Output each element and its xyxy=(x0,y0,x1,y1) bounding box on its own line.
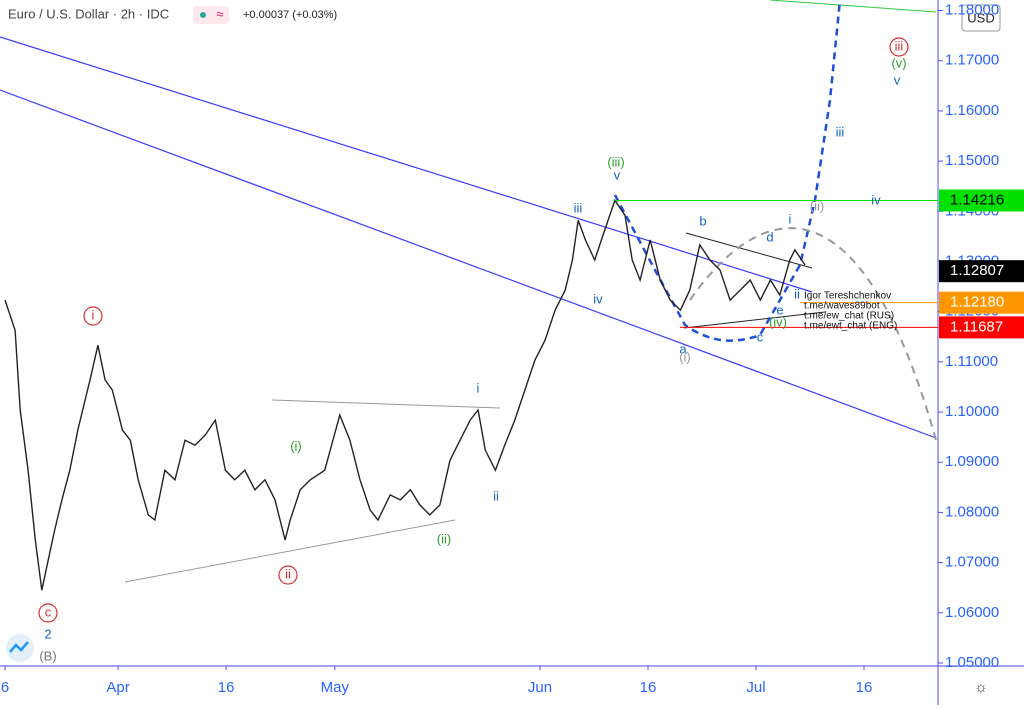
currency: USD xyxy=(967,10,994,25)
y-tick-label: 1.18000 xyxy=(945,2,999,19)
x-tick-label: May xyxy=(321,679,350,696)
y-tick-label: 1.10000 xyxy=(945,403,999,420)
wave-label: ii xyxy=(794,286,800,301)
settings-icon[interactable]: ☼ xyxy=(974,679,988,696)
x-tick-label: 16 xyxy=(218,679,235,696)
y-tick-label: 1.16000 xyxy=(945,102,999,119)
chart-title: Euro / U.S. Dollar · 2h · IDC xyxy=(8,6,169,21)
wave-label: iii xyxy=(574,200,583,215)
y-tick-label: 1.07000 xyxy=(945,554,999,571)
y-tick-label: 1.17000 xyxy=(945,52,999,69)
status-icon: ≈ xyxy=(216,6,223,21)
price-label: 1.12807 xyxy=(950,262,1004,279)
wave-label: ii xyxy=(285,566,291,581)
price-label: 1.12180 xyxy=(950,294,1004,311)
author-note: Igor Tereshchenkov xyxy=(804,291,891,302)
wave-label: (iii) xyxy=(607,154,624,169)
projection xyxy=(613,0,842,342)
wave-label: iv xyxy=(871,192,881,207)
y-tick-label: 1.15000 xyxy=(945,152,999,169)
projection xyxy=(689,227,937,441)
triangle-line xyxy=(685,232,813,269)
wave-label: (ii) xyxy=(437,531,451,546)
x-tick-label: 16 xyxy=(856,679,873,696)
channel-line xyxy=(0,89,937,439)
x-tick-label: 6 xyxy=(1,679,9,696)
wave-circle xyxy=(889,37,909,57)
author-note: t.me/waves89bot xyxy=(804,301,880,312)
wave-label: b xyxy=(699,213,706,228)
wave-label: d xyxy=(766,229,773,244)
y-tick-label: 1.08000 xyxy=(945,503,999,520)
wave-label: (i) xyxy=(679,349,691,364)
price-label-bg xyxy=(939,260,1024,283)
wave-label: v xyxy=(894,72,901,87)
author-note: t.me/ewt_chat (ENG) xyxy=(804,321,897,332)
plot-area xyxy=(0,0,937,591)
wave-label: iii xyxy=(836,124,845,139)
price-label-bg xyxy=(939,316,1024,339)
price-label: 1.14216 xyxy=(950,191,1004,208)
y-tick-label: 1.06000 xyxy=(945,604,999,621)
wave-label: iv xyxy=(593,291,603,306)
wave-label: (v) xyxy=(891,55,906,70)
wave-label: e xyxy=(776,302,783,317)
wave-circle xyxy=(38,603,58,623)
triangle-line xyxy=(124,519,456,583)
wave-label: iii xyxy=(895,38,904,53)
price-change: +0.00037 (+0.03%) xyxy=(243,9,337,21)
wave-label: c xyxy=(45,604,52,619)
price-label: 1.11687 xyxy=(950,318,1003,335)
wave-label: (B) xyxy=(39,648,56,663)
x-tick-label: Jul xyxy=(746,679,765,696)
y-tick-label: 1.11000 xyxy=(945,353,998,370)
wave-label: i xyxy=(92,307,95,322)
channel-line xyxy=(0,36,813,293)
price-label-bg xyxy=(939,291,1024,314)
wave-label: a xyxy=(679,341,687,356)
x-tick-label: Jun xyxy=(528,679,552,696)
author-note: t.me/ew_chat (RUS) xyxy=(804,311,894,322)
logo-mark xyxy=(9,641,29,653)
triangle-line xyxy=(683,311,826,329)
wave-label: (i) xyxy=(290,438,302,453)
x-tick-label: 16 xyxy=(640,679,657,696)
wave-label: (ii) xyxy=(810,198,824,213)
wave-label: i xyxy=(477,380,480,395)
wave-label: c xyxy=(757,329,764,344)
price-label-bg xyxy=(939,189,1024,212)
status-dot xyxy=(200,12,206,18)
x-tick-label: Apr xyxy=(106,679,129,696)
price-line xyxy=(4,198,806,591)
currency-button[interactable] xyxy=(961,4,1001,32)
wave-circle xyxy=(278,565,298,585)
wave-label: 2 xyxy=(44,626,51,641)
wave-label: ii xyxy=(493,488,499,503)
wave-label: i xyxy=(789,211,792,226)
y-tick-label: 1.09000 xyxy=(945,453,999,470)
wave-circle xyxy=(83,306,103,326)
triangle-line xyxy=(271,399,501,409)
wave-label: (iv) xyxy=(769,314,787,329)
y-tick-label: 1.05000 xyxy=(945,654,999,671)
trend-line xyxy=(769,0,937,13)
wave-label: v xyxy=(614,167,621,182)
status-badge[interactable] xyxy=(193,6,229,24)
